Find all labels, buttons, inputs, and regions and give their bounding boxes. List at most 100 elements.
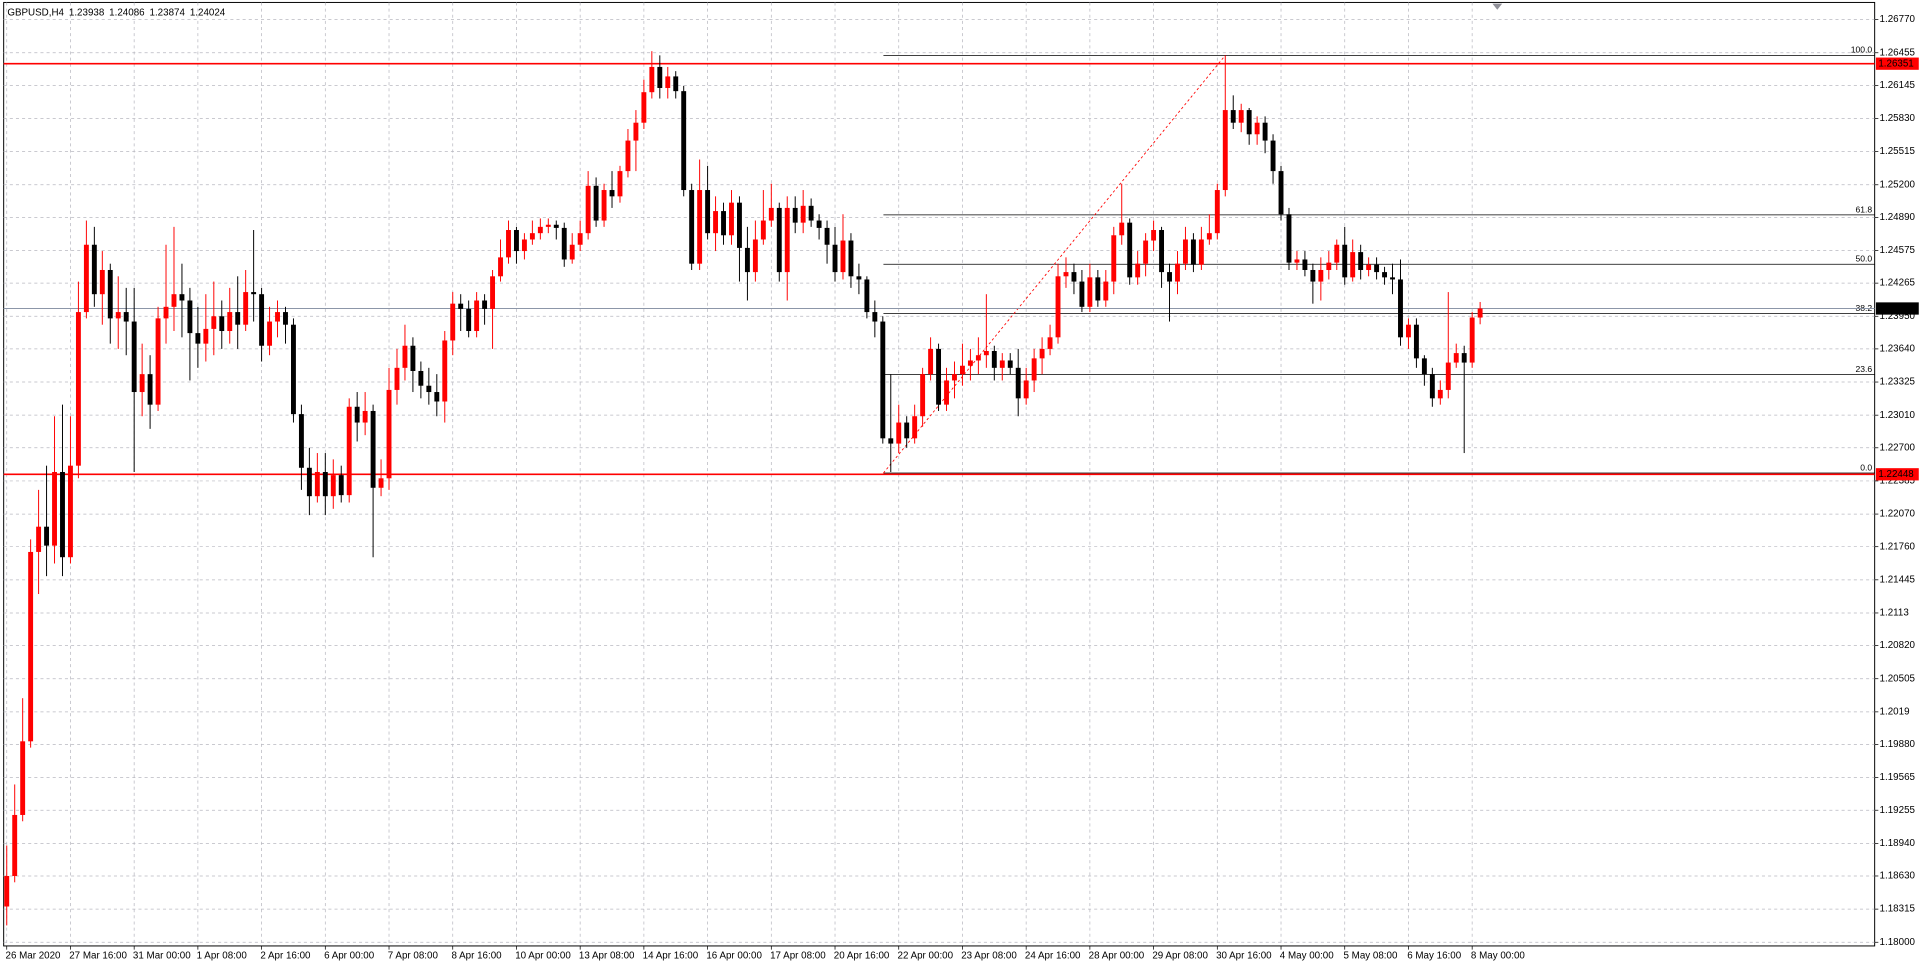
x-tick-label: 8 May 00:00: [1471, 950, 1525, 961]
candle-body: [625, 140, 631, 172]
y-tick-label: 1.20505: [1880, 673, 1916, 684]
y-tick-label: 1.23325: [1880, 377, 1916, 388]
candle-body: [912, 416, 918, 439]
y-tick-label: 1.26770: [1880, 14, 1916, 25]
candle-body: [641, 92, 647, 123]
candle-body: [227, 312, 233, 332]
candle-body: [466, 308, 472, 332]
x-tick-label: 29 Apr 08:00: [1152, 950, 1208, 961]
y-tick-label: 1.19880: [1880, 739, 1916, 750]
candle-body: [633, 122, 639, 141]
candle-body: [107, 269, 113, 319]
candle-body: [179, 294, 185, 301]
candle-body: [1445, 362, 1451, 390]
y-tick-label: 1.22385: [1880, 476, 1916, 487]
candle-body: [60, 471, 65, 558]
candle-body: [211, 316, 217, 329]
candle-body: [91, 244, 97, 295]
candle-body: [283, 312, 288, 325]
x-tick-label: 28 Apr 00:00: [1089, 950, 1145, 961]
candle-body: [1318, 269, 1324, 282]
y-tick-label: 1.2019: [1880, 706, 1910, 717]
candle-body: [1437, 389, 1443, 399]
candle-body: [601, 190, 607, 221]
candle-body: [1302, 259, 1308, 270]
candle-body: [482, 300, 488, 309]
candle-body: [1262, 122, 1268, 141]
ohlc-value: 1.23874: [150, 7, 186, 18]
y-tick-label: 1.18315: [1880, 904, 1916, 915]
x-tick-label: 1 Apr 08:00: [197, 950, 248, 961]
candle-body: [577, 233, 583, 245]
fib-level-label: 23.6: [1856, 364, 1873, 374]
y-tick-label: 1.18940: [1880, 838, 1916, 849]
candle-body: [768, 207, 774, 221]
candle-body: [291, 324, 296, 415]
candle-body: [1159, 230, 1165, 273]
x-tick-label: 14 Apr 16:00: [643, 950, 699, 961]
candle-body: [617, 171, 623, 197]
y-tick-label: 1.20820: [1880, 640, 1916, 651]
candle-body: [593, 185, 599, 221]
candle-body: [155, 318, 161, 405]
candle-body: [681, 91, 687, 191]
y-tick-label: 1.25200: [1880, 179, 1916, 190]
candle-body: [338, 475, 344, 496]
candle-body: [99, 269, 105, 295]
candle-body: [322, 471, 328, 497]
candle-body: [1413, 324, 1419, 359]
candle-body: [920, 374, 926, 417]
x-tick-label: 23 Apr 08:00: [961, 950, 1017, 961]
candle-body: [68, 465, 73, 558]
candle-body: [1079, 281, 1085, 307]
x-tick-label: 13 Apr 08:00: [579, 950, 635, 961]
y-tick-label: 1.18000: [1880, 937, 1916, 948]
candle-body: [52, 471, 57, 546]
candle-body: [537, 226, 543, 234]
y-tick-label: 1.22700: [1880, 442, 1916, 453]
candle-body: [450, 303, 456, 341]
candle-body: [251, 292, 257, 295]
candle-body: [737, 202, 742, 248]
candle-body: [20, 741, 26, 815]
candle-body: [1390, 277, 1395, 280]
y-tick-label: 1.23010: [1880, 410, 1916, 421]
candle-body: [1055, 276, 1061, 338]
levels: 100.0 61.8 50.0 38.2 23.6 0.0: [3, 45, 1875, 476]
candle-body: [426, 385, 432, 393]
candle-body: [1198, 239, 1204, 265]
candle-body: [880, 321, 886, 439]
x-tick-label: 27 Mar 16:00: [69, 950, 127, 961]
candle-body: [314, 471, 320, 497]
candle-body: [760, 220, 766, 240]
candle-body: [904, 422, 910, 439]
candle-body: [697, 190, 703, 264]
level-label-box: [1875, 57, 1919, 70]
y-tick-label: 1.24265: [1880, 278, 1916, 289]
candle-body: [203, 328, 209, 344]
candle-body: [1111, 235, 1117, 282]
candle-body: [1119, 222, 1125, 236]
candle-body: [1023, 380, 1029, 399]
candle-body: [808, 205, 814, 221]
candle-body: [776, 207, 782, 273]
candle-body: [609, 190, 615, 197]
candles: [4, 51, 1483, 926]
x-tick-label: 30 Apr 16:00: [1216, 950, 1272, 961]
candle-body: [1182, 239, 1188, 264]
candle-body: [1270, 140, 1276, 172]
ohlc-value: 1.24086: [109, 7, 145, 18]
candle-body: [983, 351, 989, 356]
candle-body: [1453, 353, 1459, 363]
candle-body: [864, 279, 870, 313]
candle-body: [1334, 244, 1340, 263]
level-label: 1.22448: [1878, 469, 1914, 480]
candle-body: [394, 367, 400, 390]
fib-level-label: 0.0: [1860, 462, 1872, 472]
candle-body: [569, 244, 575, 260]
candle-body: [75, 312, 81, 466]
candle-body: [514, 230, 519, 252]
candle-body: [713, 211, 719, 234]
candle-body: [928, 348, 934, 375]
candle-body: [163, 306, 169, 319]
